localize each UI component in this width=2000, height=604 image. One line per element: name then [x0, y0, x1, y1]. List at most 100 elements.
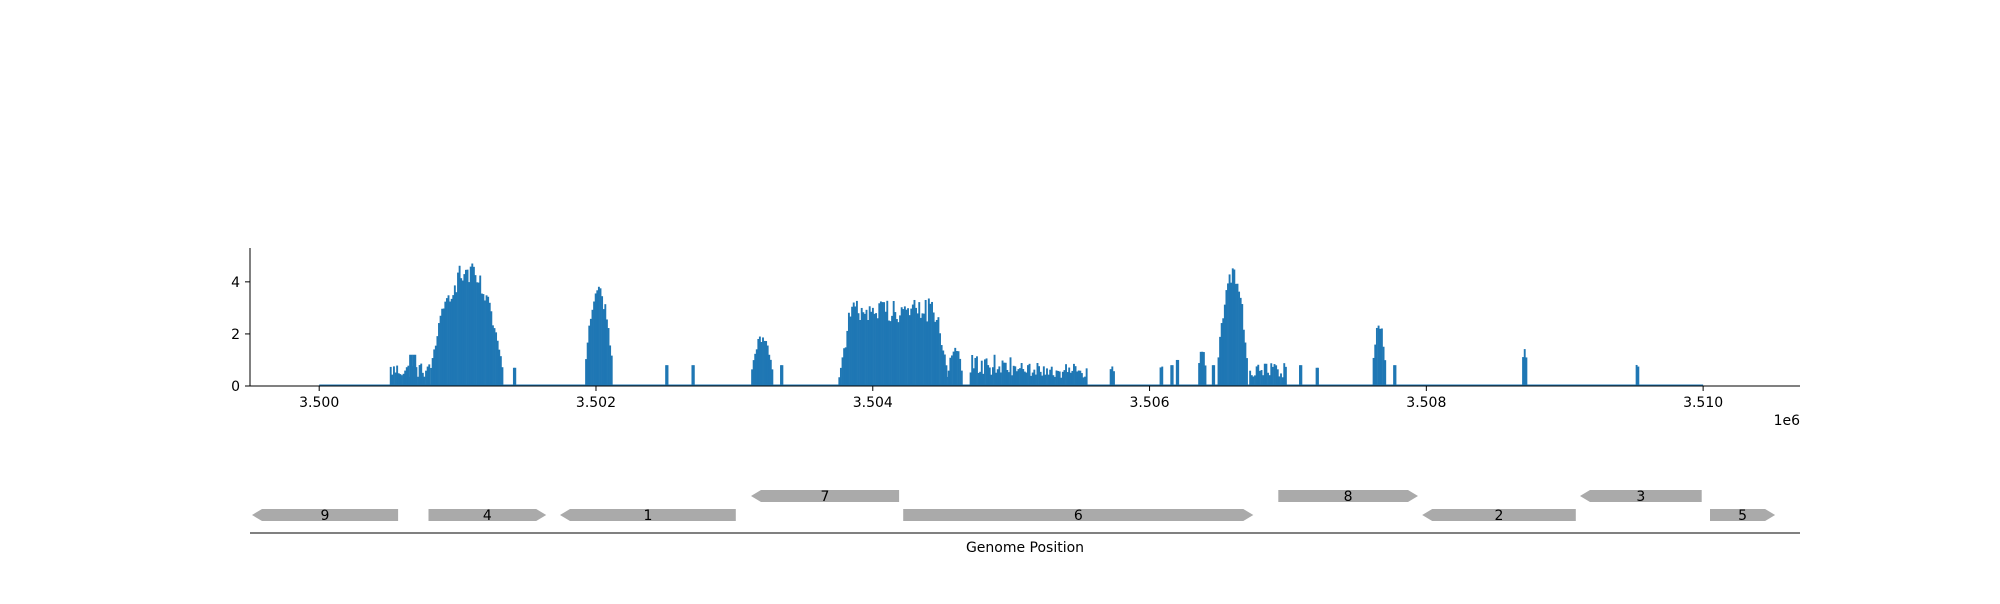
coverage-bar	[692, 365, 695, 386]
coverage-bar	[851, 306, 854, 386]
coverage-bar	[923, 313, 925, 386]
coverage-bar	[1522, 357, 1525, 386]
coverage-bar	[1258, 370, 1261, 386]
coverage-bar	[988, 367, 991, 386]
coverage-bar	[1057, 370, 1060, 386]
coverage-bar	[916, 313, 919, 386]
coverage-bar	[417, 376, 419, 386]
coverage-bar	[512, 367, 515, 386]
coverage-bar	[1077, 370, 1080, 386]
coverage-bar	[996, 369, 999, 386]
gene-arrow	[1710, 509, 1776, 521]
coverage-bar	[1217, 357, 1220, 386]
coverage-bar	[402, 373, 405, 386]
coverage-bar	[951, 355, 953, 386]
coverage-bar	[780, 365, 782, 386]
coverage-bar	[867, 319, 870, 386]
coverage-bar	[886, 300, 889, 386]
coverage-bar	[889, 321, 892, 386]
coverage-bar	[1161, 366, 1164, 386]
coverage-bar	[859, 320, 862, 386]
coverage-bar	[1213, 365, 1216, 386]
coverage-bar	[1204, 365, 1207, 386]
coverage-bar	[1271, 366, 1274, 386]
coverage-bar	[1244, 342, 1247, 386]
coverage-bar	[926, 321, 929, 386]
coverage-bar	[1009, 357, 1012, 386]
coverage-bar	[415, 367, 418, 386]
coverage-bar	[865, 309, 868, 386]
coverage-bar	[1275, 365, 1278, 386]
coverage-bar	[995, 372, 998, 386]
coverage-bar	[447, 295, 450, 386]
gene-label: 3	[1636, 489, 1645, 505]
coverage-bar	[857, 313, 860, 386]
coverage-bar	[499, 356, 502, 386]
coverage-bar	[868, 306, 871, 386]
coverage-bar	[884, 311, 887, 386]
coverage-bar	[1377, 325, 1380, 386]
coverage-bar	[754, 353, 757, 386]
coverage-bar	[469, 266, 472, 386]
coverage-bar	[397, 373, 400, 386]
coverage-bar	[931, 301, 933, 386]
gene-arrow	[1422, 509, 1576, 521]
coverage-bar	[1384, 360, 1387, 386]
coverage-bar	[1222, 318, 1225, 386]
coverage-bar	[1068, 367, 1071, 386]
coverage-bar	[937, 317, 940, 386]
coverage-bar	[924, 299, 927, 386]
coverage-bar	[436, 336, 439, 386]
coverage-bar	[466, 269, 469, 386]
coverage-bar	[977, 372, 980, 386]
coverage-bar	[1061, 371, 1064, 386]
coverage-bar	[985, 358, 988, 386]
x-axis-label: Genome Position	[966, 540, 1084, 556]
coverage-bar	[439, 315, 442, 386]
coverage-bar	[441, 308, 444, 386]
coverage-bar	[1236, 283, 1239, 386]
coverage-bar	[1001, 360, 1004, 386]
coverage-bar	[430, 367, 433, 386]
gene-arrow	[751, 490, 900, 502]
coverage-bar	[892, 301, 895, 386]
coverage-bar	[887, 320, 890, 386]
coverage-bar	[1225, 290, 1228, 386]
coverage-bar	[873, 313, 876, 386]
coverage-bar	[605, 319, 608, 386]
coverage-bar	[455, 292, 458, 386]
coverage-bar	[1228, 274, 1231, 386]
coverage-bar	[976, 356, 978, 386]
coverage-bar	[943, 354, 946, 386]
coverage-bar	[881, 302, 884, 386]
coverage-bar	[433, 349, 436, 386]
coverage-bar	[1211, 365, 1214, 386]
gene-label: 5	[1738, 508, 1747, 524]
x-tick-label: 3.510	[1683, 395, 1723, 411]
coverage-bar	[1109, 369, 1112, 386]
coverage-bar	[498, 349, 501, 386]
coverage-bar	[496, 340, 499, 386]
coverage-bar	[1250, 375, 1253, 386]
coverage-bar	[396, 365, 399, 386]
coverage-bar	[1234, 283, 1237, 386]
coverage-bar	[1022, 369, 1025, 386]
coverage-bar	[482, 294, 485, 386]
x-offset-label: 1e6	[1774, 413, 1801, 429]
coverage-bar	[426, 366, 429, 386]
coverage-bar	[1017, 369, 1020, 386]
x-tick-label: 3.508	[1406, 395, 1446, 411]
coverage-bar	[1372, 357, 1375, 386]
coverage-bar	[480, 293, 483, 386]
coverage-bar	[1230, 282, 1233, 386]
coverage-bar	[1065, 364, 1067, 386]
coverage-bar	[601, 296, 604, 386]
coverage-bar	[414, 354, 417, 386]
coverage-bar	[1278, 376, 1281, 386]
coverage-bar	[596, 290, 599, 386]
coverage-bar	[758, 336, 761, 386]
coverage-bar	[918, 302, 921, 386]
coverage-bar	[1379, 328, 1382, 386]
gene-label: 6	[1074, 508, 1083, 524]
coverage-bar	[586, 342, 589, 386]
